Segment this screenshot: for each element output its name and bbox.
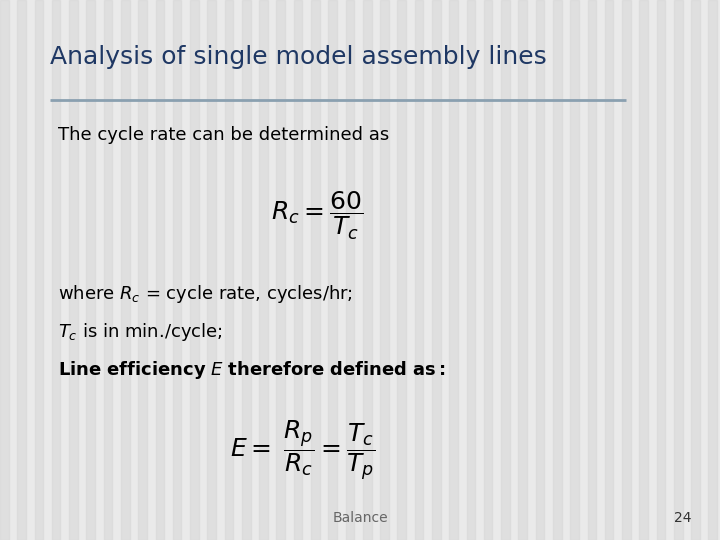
Text: Balance: Balance [332, 511, 388, 525]
Bar [432, 0, 441, 540]
Bar [657, 0, 665, 540]
Text: $R_c = \dfrac{60}{T_c}$: $R_c = \dfrac{60}{T_c}$ [271, 190, 363, 242]
Bar [588, 0, 596, 540]
Bar [156, 0, 164, 540]
Bar [328, 0, 337, 540]
Text: $\bf{Line\ efficiency\ }$$\bf{\it{E}}$$\bf{\ therefore\ defined\ as:}$: $\bf{Line\ efficiency\ }$$\bf{\it{E}}$$\… [58, 359, 446, 381]
Bar [536, 0, 544, 540]
Bar [501, 0, 510, 540]
Bar [311, 0, 320, 540]
Text: $T_c$ is in min./cycle;: $T_c$ is in min./cycle; [58, 321, 222, 343]
Text: where $R_c$ = cycle rate, cycles/hr;: where $R_c$ = cycle rate, cycles/hr; [58, 284, 353, 305]
Bar [190, 0, 199, 540]
Bar [380, 0, 389, 540]
Bar [570, 0, 579, 540]
Bar [52, 0, 60, 540]
Text: Analysis of single model assembly lines: Analysis of single model assembly lines [50, 45, 547, 69]
Bar [363, 0, 372, 540]
Bar [397, 0, 406, 540]
Text: The cycle rate can be determined as: The cycle rate can be determined as [58, 126, 389, 144]
Bar [138, 0, 147, 540]
Bar [708, 0, 717, 540]
Text: $E = \;\dfrac{R_p}{R_c} = \dfrac{T_c}{T_p}$: $E = \;\dfrac{R_p}{R_c} = \dfrac{T_c}{T_… [230, 419, 375, 483]
Bar [639, 0, 648, 540]
Bar [207, 0, 216, 540]
Bar [35, 0, 43, 540]
Bar [467, 0, 475, 540]
Bar [173, 0, 181, 540]
Bar [294, 0, 302, 540]
Bar [86, 0, 95, 540]
Bar [121, 0, 130, 540]
Bar [0, 0, 9, 540]
Bar [605, 0, 613, 540]
Bar [622, 0, 631, 540]
Bar [518, 0, 527, 540]
Bar [415, 0, 423, 540]
Bar [17, 0, 26, 540]
Bar [449, 0, 458, 540]
Bar [691, 0, 700, 540]
Bar [346, 0, 354, 540]
Bar [276, 0, 285, 540]
Bar [674, 0, 683, 540]
Bar [242, 0, 251, 540]
Bar [69, 0, 78, 540]
Bar [259, 0, 268, 540]
Bar [484, 0, 492, 540]
Bar [225, 0, 233, 540]
Bar [104, 0, 112, 540]
Bar [553, 0, 562, 540]
Text: 24: 24 [674, 511, 691, 525]
